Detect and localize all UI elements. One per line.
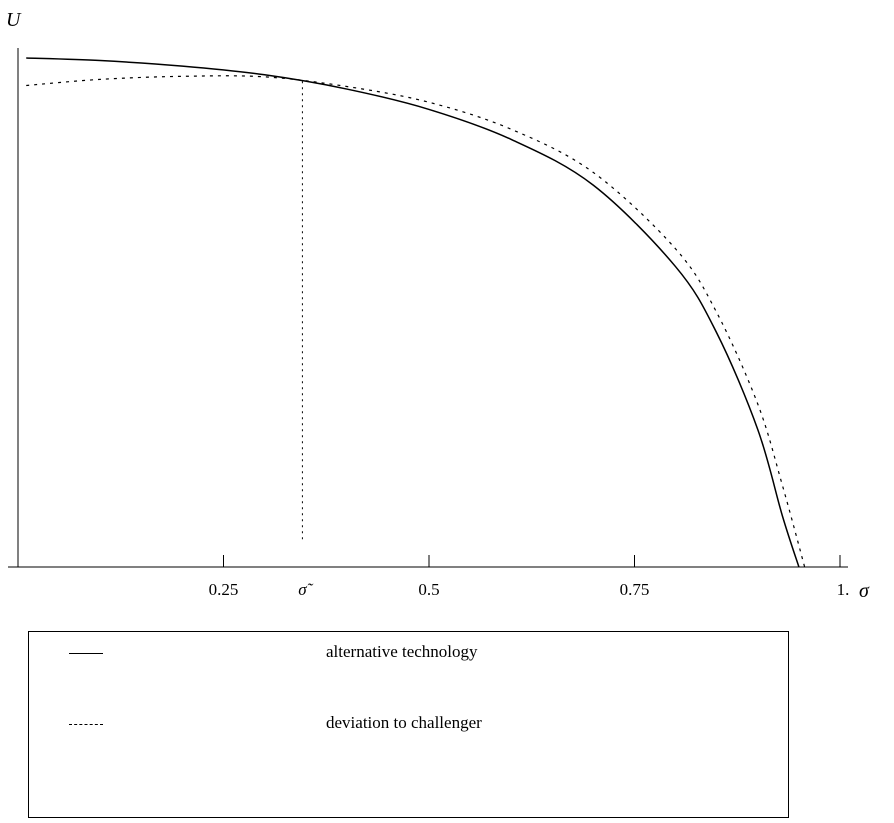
legend: alternative technology deviation to chal… — [28, 631, 789, 818]
x-axis-label: σ — [859, 580, 870, 602]
legend-item-alternative-technology: alternative technology — [29, 639, 788, 669]
y-axis-label: U — [6, 9, 22, 31]
sigma-tilde-tick-label: σ̃ — [298, 580, 313, 599]
x-tick-label: 0.25 — [209, 580, 239, 599]
x-tick-label: 1. — [837, 580, 850, 599]
x-tick-label: 0.75 — [620, 580, 650, 599]
chart: Uσ 0.25 σ̃ 0.5 0.75 1. — [6, 9, 870, 602]
series-line-alternative-technology — [26, 57, 800, 568]
series-line-deviation-to-challenger — [26, 75, 806, 568]
dotted-line-swatch — [69, 724, 103, 725]
legend-item-deviation-to-challenger: deviation to challenger — [29, 710, 788, 740]
x-tick-label: 0.5 — [418, 580, 439, 599]
legend-label: alternative technology — [326, 642, 478, 661]
solid-line-swatch — [69, 653, 103, 654]
legend-label: deviation to challenger — [326, 713, 482, 732]
axes: Uσ 0.25 σ̃ 0.5 0.75 1. — [6, 9, 870, 602]
series-layer — [26, 57, 806, 568]
